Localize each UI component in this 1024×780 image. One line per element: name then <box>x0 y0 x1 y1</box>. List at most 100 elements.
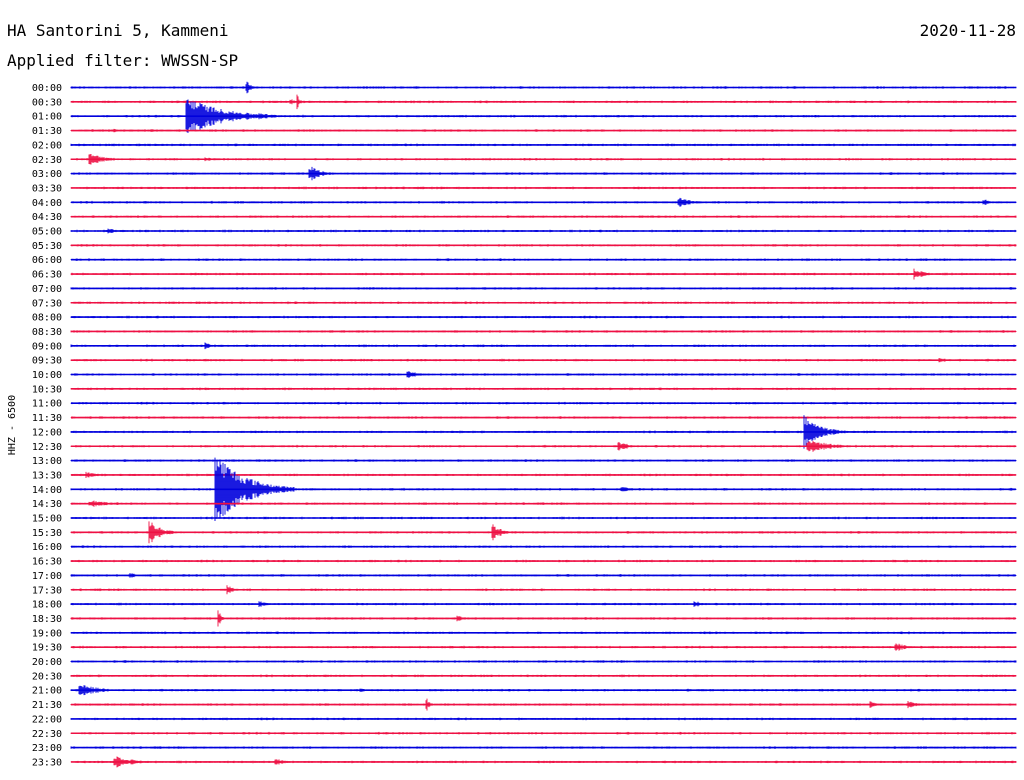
seismic-trace <box>70 521 1017 544</box>
time-label: 02:00 <box>32 140 62 151</box>
seismic-trace <box>70 166 1017 181</box>
time-label: 15:30 <box>32 528 62 539</box>
station-title: HA Santorini 5, Kammeni <box>7 21 229 40</box>
time-label: 14:30 <box>32 499 62 510</box>
seismic-trace <box>70 315 1017 319</box>
time-label: 05:00 <box>32 227 62 238</box>
seismic-trace <box>70 643 1017 651</box>
time-label: 16:00 <box>32 542 62 553</box>
time-label: 18:30 <box>32 614 62 625</box>
time-label: 03:00 <box>32 169 62 180</box>
time-label: 22:00 <box>32 714 62 725</box>
seismic-trace <box>70 99 1017 133</box>
seismic-trace <box>70 660 1017 663</box>
time-label: 17:30 <box>32 585 62 596</box>
seismic-trace <box>70 215 1017 218</box>
seismic-trace <box>70 154 1017 165</box>
filter-label: Applied filter: WWSSN-SP <box>7 51 238 70</box>
seismic-trace <box>70 717 1017 721</box>
time-label: 17:00 <box>32 571 62 582</box>
seismic-trace <box>70 459 1017 462</box>
plot-date: 2020-11-28 <box>920 21 1016 40</box>
time-label: 12:30 <box>32 442 62 453</box>
seismic-trace <box>70 197 1017 207</box>
time-label: 13:00 <box>32 456 62 467</box>
y-axis-label: HHZ - 6500 <box>7 395 18 455</box>
seismic-trace <box>70 500 1017 507</box>
seismic-trace <box>70 674 1017 678</box>
seismic-trace <box>70 342 1017 350</box>
time-label: 04:30 <box>32 212 62 223</box>
seismic-trace <box>70 143 1017 147</box>
seismic-trace <box>70 573 1017 578</box>
time-label: 23:00 <box>32 743 62 754</box>
time-label: 22:30 <box>32 729 62 740</box>
seismic-trace <box>70 731 1017 735</box>
time-label: 10:00 <box>32 370 62 381</box>
seismic-trace <box>70 610 1017 627</box>
seismic-trace <box>70 358 1017 363</box>
seismic-trace <box>70 287 1017 290</box>
seismic-trace <box>70 244 1017 247</box>
seismic-trace <box>70 440 1017 452</box>
time-label: 18:00 <box>32 600 62 611</box>
time-tick-labels: 00:00 00:30 01:00 01:30 02:00 02:30 03:00 03:30… <box>32 83 62 768</box>
time-label: 03:30 <box>32 183 62 194</box>
seismic-trace <box>70 685 1017 696</box>
time-label: 20:30 <box>32 671 62 682</box>
time-label: 00:30 <box>32 97 62 108</box>
time-label: 23:30 <box>32 757 62 768</box>
seismic-trace <box>70 81 1017 94</box>
seismic-trace <box>70 258 1017 262</box>
seismic-trace <box>70 268 1017 280</box>
seismic-trace <box>70 401 1017 405</box>
seismic-trace <box>70 698 1017 711</box>
time-label: 16:30 <box>32 557 62 568</box>
time-label: 01:30 <box>32 126 62 137</box>
time-label: 00:00 <box>32 83 62 94</box>
time-label: 09:30 <box>32 356 62 367</box>
time-label: 20:00 <box>32 657 62 668</box>
time-label: 10:30 <box>32 384 62 395</box>
seismic-trace <box>70 601 1017 607</box>
time-label: 14:00 <box>32 485 62 496</box>
time-label: 06:00 <box>32 255 62 266</box>
time-label: 09:00 <box>32 341 62 352</box>
time-label: 01:00 <box>32 112 62 123</box>
seismic-trace <box>70 387 1017 391</box>
seismic-trace <box>70 371 1017 378</box>
time-label: 05:30 <box>32 241 62 252</box>
time-label: 13:30 <box>32 470 62 481</box>
time-label: 11:00 <box>32 399 62 410</box>
seismic-trace <box>70 301 1017 305</box>
seismic-trace <box>70 330 1017 333</box>
seismic-trace <box>70 94 1017 110</box>
seismic-trace <box>70 746 1017 749</box>
seismic-trace <box>70 516 1017 520</box>
seismic-trace <box>70 545 1017 549</box>
trace-lines <box>70 81 1017 768</box>
time-label: 19:30 <box>32 643 62 654</box>
time-label: 08:30 <box>32 327 62 338</box>
seismic-trace <box>70 415 1017 449</box>
seismic-trace <box>70 457 1017 521</box>
time-label: 08:00 <box>32 313 62 324</box>
time-label: 06:30 <box>32 270 62 281</box>
time-label: 21:00 <box>32 686 62 697</box>
seismic-trace <box>70 559 1017 563</box>
seismic-trace <box>70 186 1017 190</box>
time-label: 19:00 <box>32 628 62 639</box>
seismic-trace <box>70 228 1017 234</box>
time-label: 21:30 <box>32 700 62 711</box>
time-label: 02:30 <box>32 155 62 166</box>
seismic-trace <box>70 128 1017 133</box>
seismic-trace <box>70 585 1017 595</box>
time-label: 11:30 <box>32 413 62 424</box>
seismic-trace <box>70 631 1017 635</box>
time-label: 12:00 <box>32 427 62 438</box>
seismic-trace <box>70 756 1017 768</box>
time-label: 07:30 <box>32 298 62 309</box>
seismic-trace <box>70 471 1017 478</box>
time-label: 15:00 <box>32 514 62 525</box>
